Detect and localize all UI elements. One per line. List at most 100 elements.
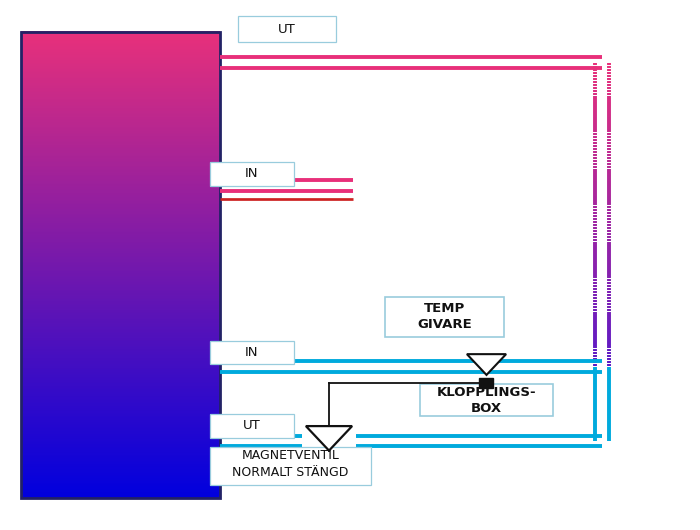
Bar	[21, 494, 221, 497]
Bar	[21, 43, 221, 46]
Bar	[21, 326, 221, 329]
Bar	[21, 174, 221, 176]
Bar	[480, 377, 494, 388]
Bar	[21, 453, 221, 455]
Bar	[21, 378, 221, 380]
Bar	[21, 171, 221, 173]
Bar	[21, 163, 221, 165]
Bar	[21, 276, 221, 277]
Bar	[21, 59, 221, 61]
Bar	[21, 339, 221, 341]
Bar	[21, 153, 221, 155]
Bar	[21, 381, 221, 383]
Bar	[21, 398, 221, 400]
Bar	[21, 364, 221, 366]
Bar	[21, 428, 221, 430]
Bar	[21, 369, 221, 370]
Bar	[21, 264, 221, 267]
Bar	[21, 347, 221, 349]
Bar	[21, 134, 221, 136]
Bar	[21, 471, 221, 473]
Bar	[21, 238, 221, 240]
Bar	[21, 84, 221, 86]
Bar	[21, 160, 221, 162]
Bar	[21, 425, 221, 427]
Bar	[21, 426, 221, 428]
Bar	[21, 201, 221, 203]
Bar	[21, 42, 221, 44]
Bar	[21, 366, 221, 368]
Bar	[21, 468, 221, 470]
Bar	[21, 465, 221, 467]
Bar	[21, 210, 221, 212]
Bar	[21, 36, 221, 38]
Bar	[21, 48, 221, 50]
Bar	[21, 64, 221, 66]
Bar	[21, 95, 221, 97]
Bar	[21, 333, 221, 335]
Bar	[21, 86, 221, 88]
Bar	[21, 434, 221, 436]
Bar	[21, 101, 221, 103]
Bar	[21, 204, 221, 206]
Bar	[21, 288, 221, 290]
Bar	[21, 206, 221, 207]
Bar	[21, 45, 221, 47]
Bar	[21, 87, 221, 90]
Bar	[21, 248, 221, 250]
Bar	[21, 76, 221, 78]
Bar	[21, 258, 221, 260]
Bar	[21, 436, 221, 438]
Bar	[21, 202, 221, 205]
Bar	[21, 111, 221, 113]
Bar	[21, 251, 221, 253]
Bar	[21, 156, 221, 158]
Bar	[21, 63, 221, 65]
Bar	[21, 488, 221, 490]
Bar	[21, 459, 221, 461]
Bar	[21, 328, 221, 330]
Bar	[21, 462, 221, 464]
Bar	[21, 157, 221, 160]
Bar	[21, 70, 221, 72]
Bar	[21, 391, 221, 393]
Text: UT: UT	[278, 23, 296, 36]
Bar	[21, 104, 221, 107]
Bar	[21, 199, 221, 201]
Bar	[21, 281, 221, 284]
Bar	[21, 330, 221, 332]
Bar	[21, 41, 221, 43]
Bar	[21, 68, 221, 70]
Text: IN: IN	[245, 167, 259, 180]
Bar	[21, 285, 221, 287]
Bar	[21, 308, 221, 310]
Bar	[21, 50, 221, 52]
Bar	[21, 198, 221, 200]
Text: UT: UT	[243, 419, 261, 432]
Bar	[21, 496, 221, 498]
Bar	[21, 297, 221, 299]
Bar	[21, 229, 221, 231]
Bar	[21, 38, 221, 40]
Bar	[21, 185, 221, 187]
Bar	[21, 118, 221, 120]
Bar	[21, 386, 221, 388]
Bar	[21, 211, 221, 214]
Bar	[21, 224, 221, 226]
Bar	[21, 473, 221, 475]
Bar	[21, 232, 221, 234]
Bar	[21, 485, 221, 487]
Bar	[21, 359, 221, 361]
Bar	[21, 289, 221, 292]
Bar	[21, 145, 221, 147]
Bar	[21, 482, 221, 484]
Bar	[21, 470, 221, 472]
FancyBboxPatch shape	[210, 413, 294, 438]
Bar	[21, 216, 221, 218]
Bar	[21, 143, 221, 145]
Bar	[21, 373, 221, 375]
Bar	[21, 269, 221, 271]
FancyBboxPatch shape	[385, 297, 504, 337]
Bar	[21, 154, 221, 156]
Bar	[21, 406, 221, 408]
